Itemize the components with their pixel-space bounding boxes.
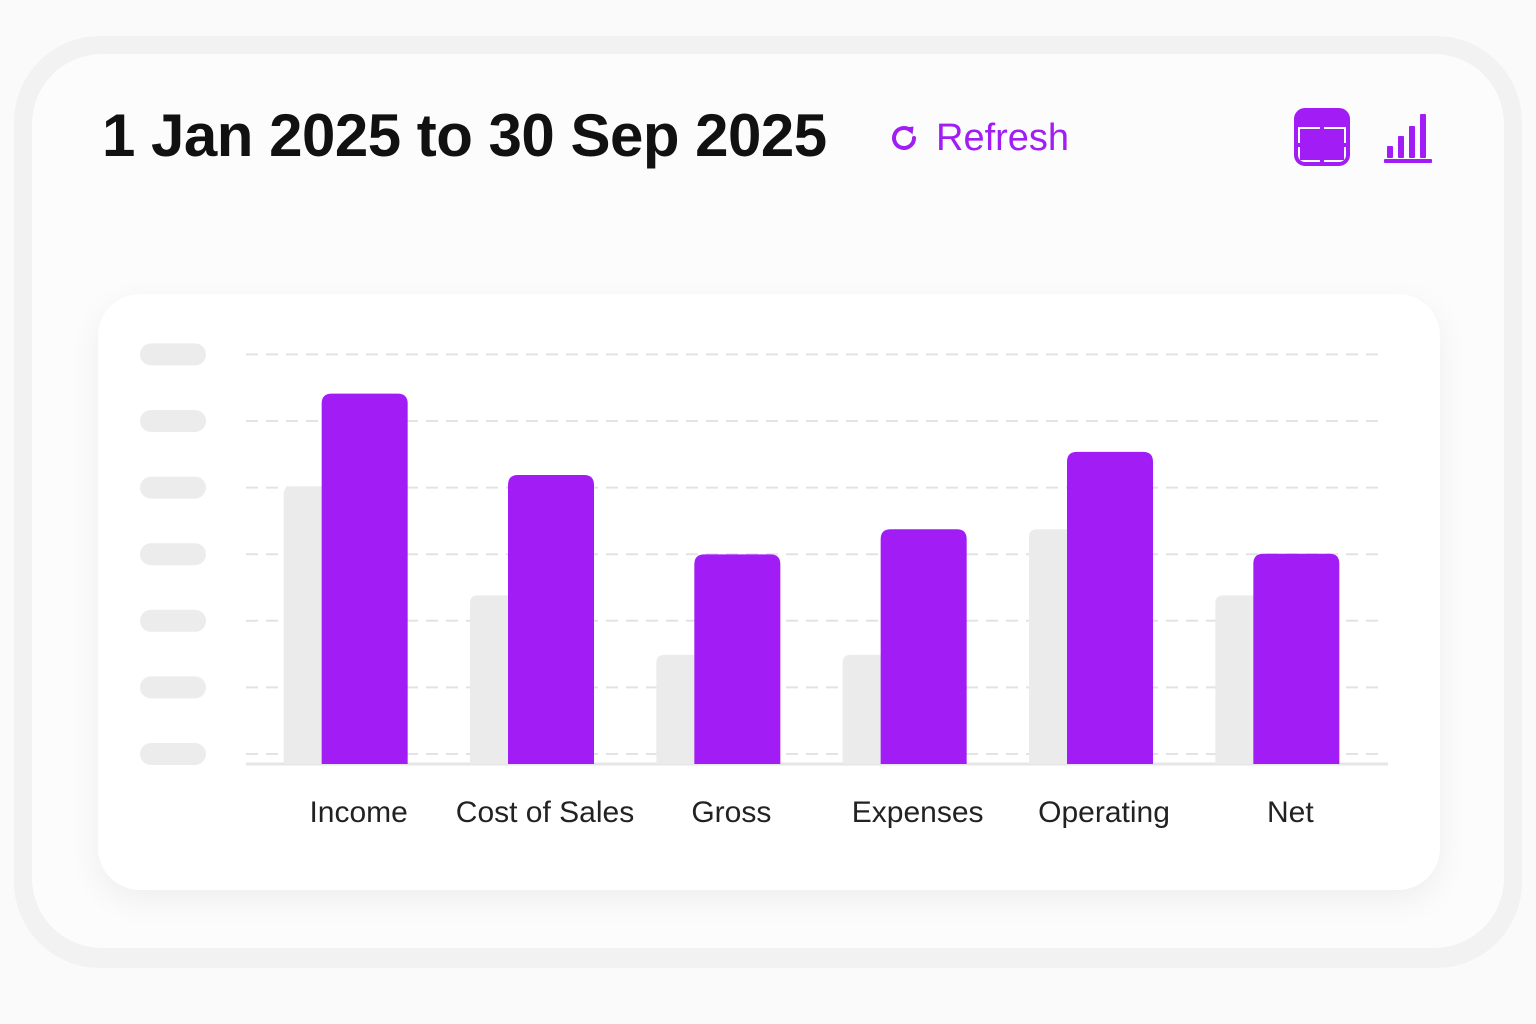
- y-tick-placeholder: [140, 543, 206, 566]
- table-view-icon: [1294, 108, 1350, 166]
- x-tick-label: Operating: [1038, 796, 1170, 829]
- y-tick-placeholder: [140, 676, 206, 699]
- y-tick-placeholder: [140, 476, 206, 499]
- x-tick-label: Net: [1267, 796, 1314, 829]
- x-tick-label: Expenses: [852, 796, 984, 829]
- chart-view-button[interactable]: [1382, 108, 1434, 164]
- bar: [508, 475, 594, 764]
- date-range-title: 1 Jan 2025 to 30 Sep 2025: [102, 102, 827, 169]
- bar-chart-view-icon: [1382, 108, 1434, 164]
- bar: [1253, 553, 1340, 764]
- refresh-label: Refresh: [936, 116, 1070, 159]
- bar: [880, 529, 967, 764]
- bar: [1067, 451, 1153, 764]
- y-tick-placeholder: [140, 410, 206, 432]
- table-view-button[interactable]: [1294, 108, 1350, 166]
- x-tick-label: Income: [309, 796, 407, 829]
- refresh-icon: [886, 120, 922, 156]
- y-tick-placeholder: [140, 743, 206, 765]
- bar-chart: Income Cost of Sales Gross Expenses Operatin…: [140, 343, 1388, 829]
- y-tick-placeholder: [140, 609, 206, 632]
- bar: [694, 554, 781, 764]
- bar: [321, 393, 408, 764]
- x-tick-label: Cost of Sales: [456, 796, 634, 829]
- y-tick-placeholder: [140, 343, 206, 366]
- refresh-button[interactable]: Refresh: [886, 112, 1069, 164]
- x-tick-label: Gross: [691, 796, 771, 829]
- chart-card: Income Cost of Sales Gross Expenses Operatin…: [98, 294, 1440, 890]
